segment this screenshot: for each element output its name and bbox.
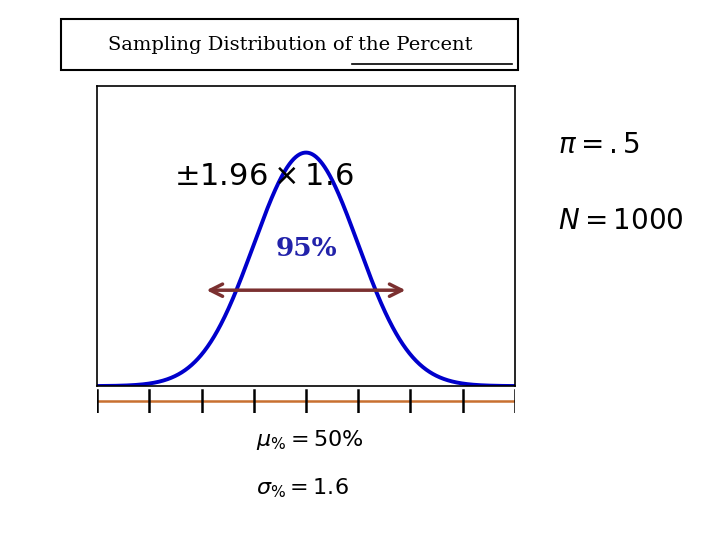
Text: $N = 1000$: $N = 1000$ <box>558 208 684 235</box>
Text: $\pm 1.96 \times 1.6$: $\pm 1.96 \times 1.6$ <box>174 161 354 192</box>
Text: $\mu_{\%} = 50\%$: $\mu_{\%} = 50\%$ <box>256 428 363 452</box>
Text: $\sigma_{\%} = 1.6$: $\sigma_{\%} = 1.6$ <box>256 477 348 501</box>
Text: $\pi = .5$: $\pi = .5$ <box>558 132 640 159</box>
Text: Sampling Distribution of the Percent: Sampling Distribution of the Percent <box>107 36 472 53</box>
Text: 95%: 95% <box>275 236 337 261</box>
